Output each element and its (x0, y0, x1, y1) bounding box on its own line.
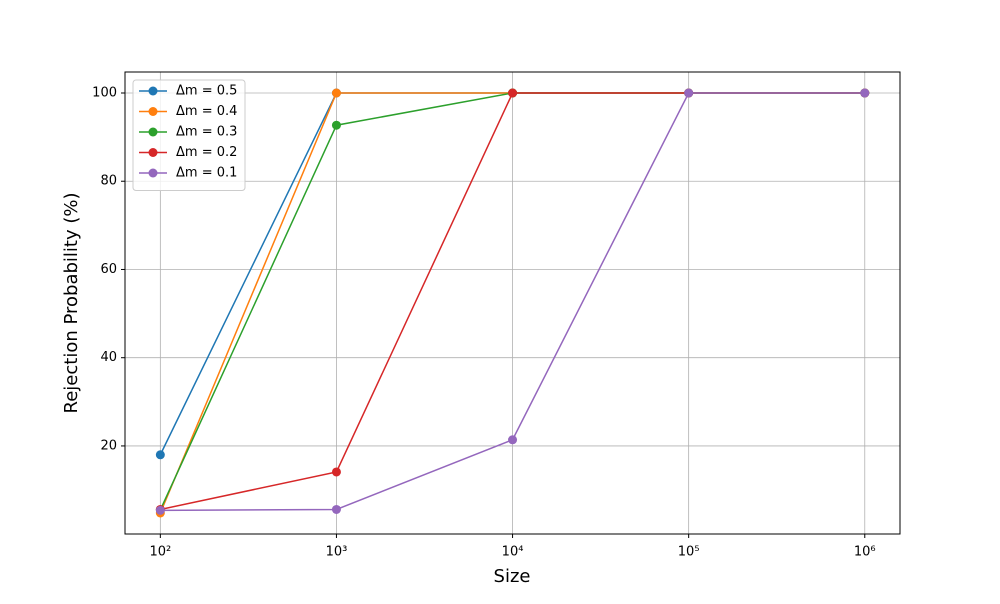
x-axis-label: Size (494, 566, 531, 587)
x-tick-label: 10³ (326, 545, 348, 560)
data-point (860, 88, 870, 98)
data-point (331, 88, 341, 98)
data-point (684, 88, 694, 98)
x-tick-label: 10⁵ (678, 545, 700, 560)
legend-label: Δm = 0.3 (176, 125, 237, 140)
data-point (331, 504, 341, 514)
y-tick-label: 80 (100, 174, 117, 189)
legend-marker (148, 148, 158, 157)
data-point (331, 120, 341, 130)
data-point (155, 505, 165, 515)
data-point (508, 435, 518, 445)
y-tick-label: 20 (100, 438, 117, 453)
data-point (331, 467, 341, 477)
x-tick-label: 10⁶ (854, 545, 876, 560)
x-tick-label: 10⁴ (502, 545, 524, 560)
plot-frame (124, 71, 901, 535)
y-tick-label: 100 (92, 86, 117, 101)
data-point (508, 88, 518, 98)
legend-label: Δm = 0.1 (176, 166, 237, 181)
legend-box (132, 79, 246, 191)
y-axis-label: Rejection Probability (%) (61, 193, 82, 414)
legend-marker (148, 127, 158, 137)
x-tick-label: 10² (149, 545, 171, 560)
y-tick-label: 60 (100, 262, 117, 277)
legend-marker (148, 107, 158, 116)
legend-marker (148, 168, 158, 178)
legend-label: Δm = 0.2 (176, 145, 237, 160)
legend-marker (148, 86, 158, 96)
y-tick-label: 40 (100, 350, 117, 365)
legend-label: Δm = 0.5 (176, 84, 237, 99)
legend-label: Δm = 0.4 (176, 104, 237, 119)
data-point (155, 450, 165, 460)
